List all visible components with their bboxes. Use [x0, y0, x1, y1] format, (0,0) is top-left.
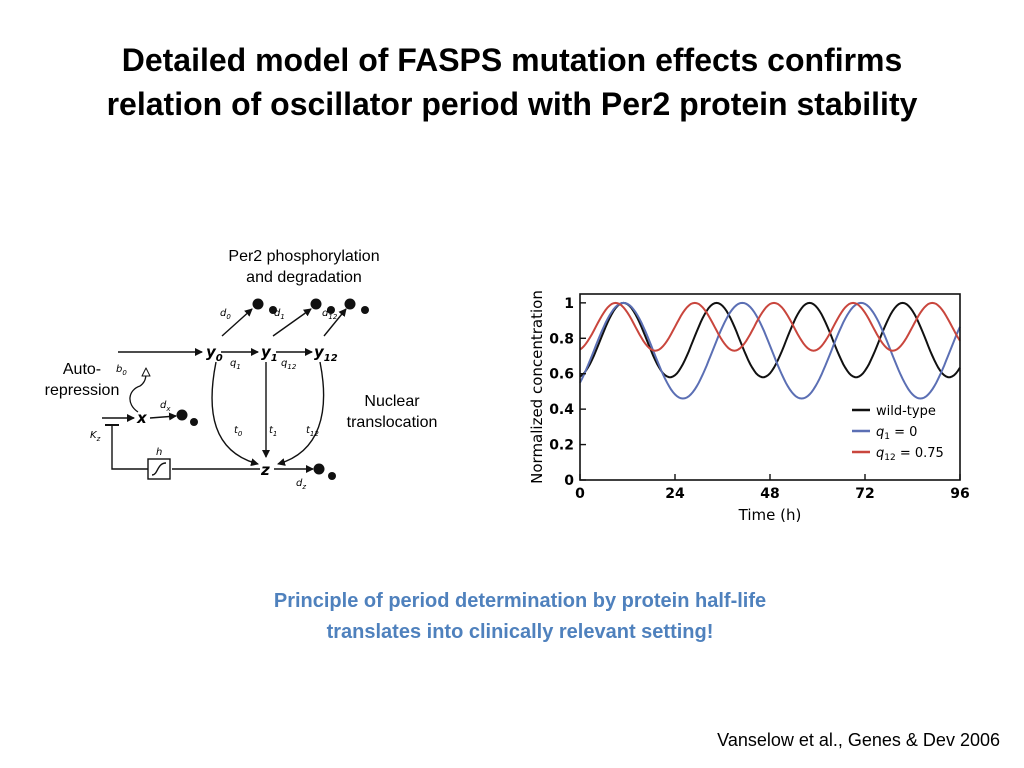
- citation: Vanselow et al., Genes & Dev 2006: [717, 730, 1000, 750]
- y-tick-label: 0.4: [549, 402, 574, 418]
- label-per2-phosphorylation: Per2 phosphorylation and degradation: [204, 246, 404, 288]
- x-tick-label: 72: [855, 486, 874, 502]
- param-d1: d1: [274, 308, 285, 321]
- slide-title: Detailed model of FASPS mutation effects…: [0, 38, 1024, 126]
- node-y1: y1: [261, 343, 278, 364]
- y-axis-label: Normalized concentration: [528, 290, 546, 484]
- node-y12: y12: [314, 343, 338, 364]
- param-t12: t12: [306, 425, 319, 438]
- y-tick-label: 0.8: [549, 331, 574, 347]
- degradation-dot-y1: [310, 298, 322, 310]
- legend-label: q12 = 0.75: [876, 446, 944, 463]
- hill-function-box: [147, 458, 171, 480]
- title-line-2: relation of oscillator period with Per2 …: [106, 86, 918, 122]
- degradation-dot-y0: [252, 298, 264, 310]
- series-line-2: [579, 301, 961, 352]
- line-repression: [111, 425, 148, 470]
- x-tick-label: 0: [575, 486, 585, 502]
- label-per2-line-2: and degradation: [246, 269, 362, 286]
- arrow-degrade-y1: [272, 308, 312, 337]
- x-tick-label: 24: [665, 486, 685, 502]
- y-tick-label: 0.6: [549, 367, 574, 383]
- series-line-1: [579, 301, 961, 400]
- label-auto-line-1: Auto-: [62, 361, 102, 378]
- legend-label: wild-type: [876, 404, 936, 419]
- series-layer: [579, 301, 961, 400]
- label-auto-repression: Auto- repression: [30, 359, 134, 401]
- label-nuclear-translocation: Nuclear translocation: [332, 391, 452, 433]
- y-tick-label: 0.2: [549, 438, 574, 454]
- x-tick-label: 48: [760, 486, 779, 502]
- highlight-message: Principle of period determination by pro…: [0, 586, 1024, 648]
- hill-sigmoid-icon: [151, 462, 167, 476]
- y-tick-label: 0: [564, 473, 574, 489]
- degradation-dot-x-small: [190, 418, 198, 426]
- param-q1: q1: [230, 358, 241, 371]
- label-per2-line-1: Per2 phosphorylation: [228, 248, 380, 265]
- y-tick-label: 1: [564, 296, 574, 312]
- arrow-y12-to-z: [277, 361, 325, 466]
- param-dx: dx: [160, 400, 171, 413]
- degradation-dot-y12-small: [361, 306, 369, 314]
- arrow-degrade-y0: [221, 308, 253, 337]
- label-nuclear-line-1: Nuclear: [364, 393, 420, 410]
- label-auto-line-2: repression: [44, 382, 120, 399]
- label-nuclear-line-2: translocation: [346, 414, 438, 431]
- series-line-0: [579, 301, 961, 379]
- highlight-line-2: translates into clinically relevant sett…: [326, 621, 714, 643]
- legend-label: q1 = 0: [876, 425, 917, 442]
- degradation-dot-y0-small: [269, 306, 277, 314]
- degradation-dot-z: [313, 463, 325, 475]
- degradation-dot-z-small: [328, 472, 336, 480]
- node-x: x: [136, 409, 148, 427]
- title-line-1: Detailed model of FASPS mutation effects…: [121, 42, 903, 78]
- axis-layer: 0 24 48 72 96 0 0.2 0.4 0.6 0.8 1: [549, 296, 970, 502]
- degradation-dot-y12: [344, 298, 356, 310]
- node-z: z: [260, 461, 270, 479]
- concentration-chart: 0 24 48 72 96 0 0.2 0.4 0.6 0.8 1 Time (h) Normali…: [528, 290, 970, 524]
- x-tick-label: 96: [950, 486, 969, 502]
- degradation-dot-y1-small: [327, 306, 335, 314]
- param-t0: t0: [234, 425, 243, 438]
- param-t1: t1: [269, 425, 277, 438]
- degradation-dot-x: [176, 409, 188, 421]
- arrow-degrade-x: [149, 412, 177, 421]
- model-diagram: y0 y1 y12 x z d0 d1 d12 dx dz b0 q1 q12 …: [90, 298, 369, 491]
- highlight-line-1: Principle of period determination by pro…: [273, 590, 767, 612]
- param-kz: Kz: [90, 430, 101, 443]
- param-h: h: [156, 447, 162, 458]
- arrow-y0-to-z: [211, 361, 259, 467]
- arrow-degrade-y12: [323, 308, 347, 337]
- param-d12: d12: [322, 308, 338, 321]
- legend: wild-type q1 = 0 q12 = 0.75: [852, 404, 944, 463]
- node-y0: y0: [206, 343, 223, 364]
- param-d0: d0: [220, 308, 231, 321]
- param-q12: q12: [281, 358, 297, 371]
- arrow-b0-x-to-y0: [129, 372, 146, 413]
- x-axis-label: Time (h): [738, 506, 802, 524]
- param-b0: b0: [116, 364, 127, 377]
- param-dz: dz: [296, 478, 306, 491]
